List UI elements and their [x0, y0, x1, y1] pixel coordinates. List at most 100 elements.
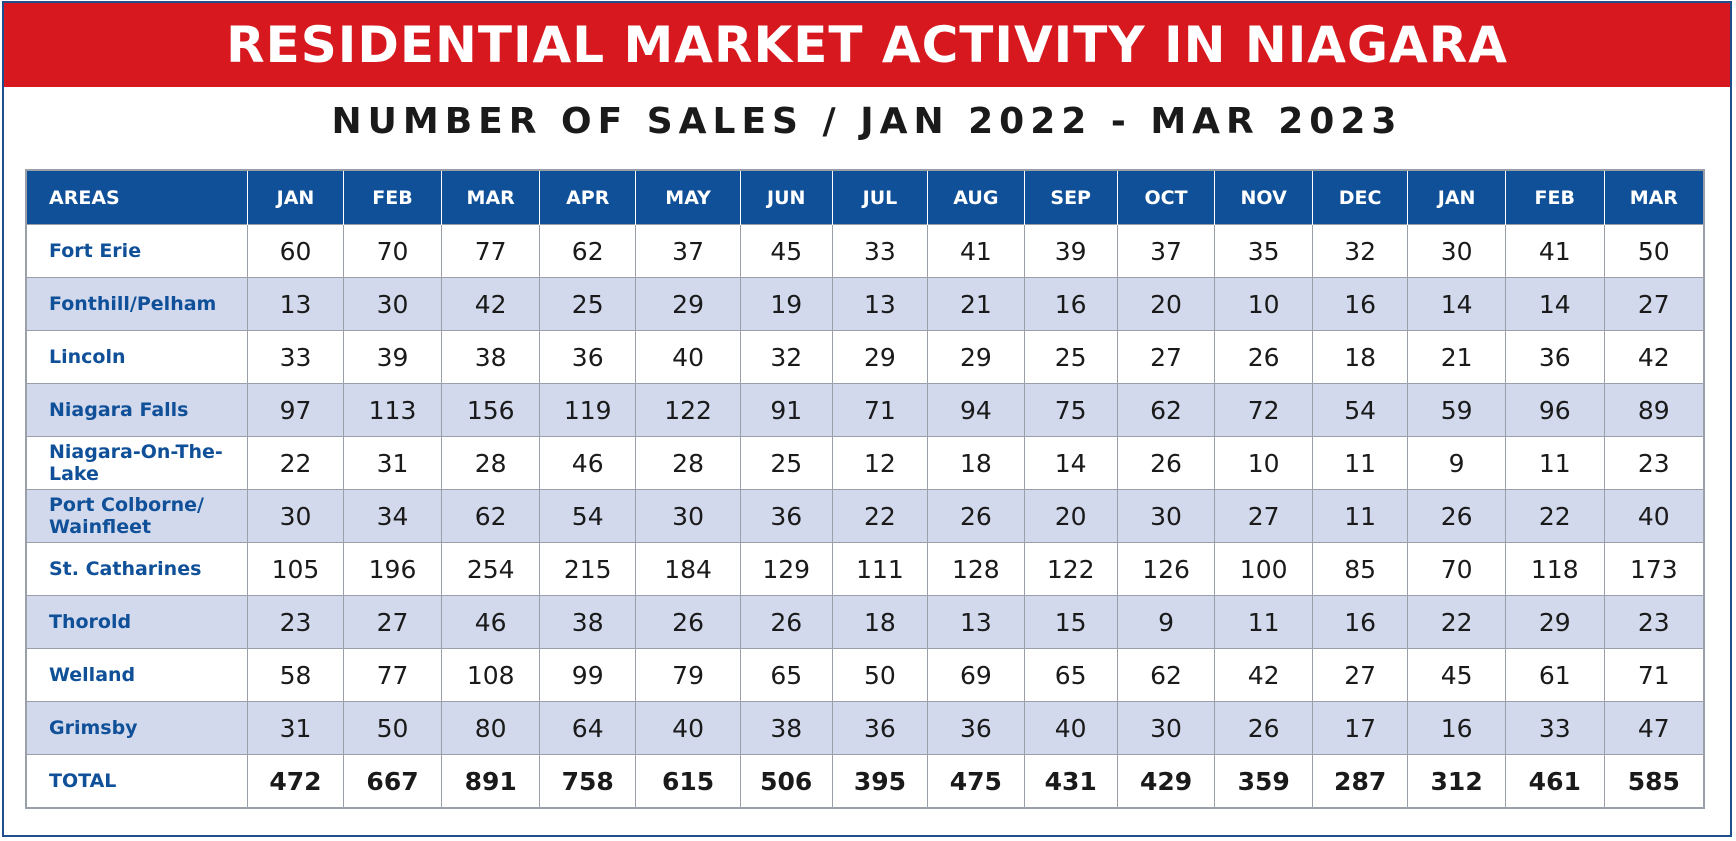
- sales-cell: 97: [247, 383, 344, 437]
- sales-cell: 50: [831, 648, 929, 702]
- sales-cell: 99: [538, 648, 637, 702]
- sales-cell: 15: [1023, 595, 1118, 649]
- sales-cell: 70: [342, 224, 443, 278]
- sales-cell: 46: [441, 595, 540, 649]
- column-header-month: MAY: [635, 170, 741, 225]
- sales-cell: 27: [1214, 489, 1313, 543]
- table-row: Niagara Falls 97 113 156 119 122 91 71 94 75 62 72 5…: [25, 383, 1705, 437]
- sales-cell: 65: [1023, 648, 1118, 702]
- table-row: Lincoln 33 39 38 36 40 32 29 29 25 27 26 18 21 36 42: [25, 330, 1705, 384]
- sales-cell: 16: [1023, 277, 1118, 331]
- total-cell: 431: [1023, 754, 1118, 809]
- sales-cell: 196: [342, 542, 443, 596]
- sales-cell: 25: [1023, 330, 1118, 384]
- sales-cell: 26: [927, 489, 1025, 543]
- sales-cell: 12: [831, 436, 929, 490]
- sales-cell: 36: [927, 701, 1025, 755]
- row-label-area: Thorold: [25, 595, 249, 649]
- sales-cell: 26: [1116, 436, 1216, 490]
- sales-cell: 27: [1116, 330, 1216, 384]
- sales-cell: 36: [538, 330, 637, 384]
- total-cell: 395: [831, 754, 929, 809]
- sales-cell: 60: [247, 224, 344, 278]
- sales-cell: 27: [1311, 648, 1409, 702]
- sales-cell: 108: [441, 648, 540, 702]
- table-row: Niagara-On-The-Lake 22 31 28 46 28 25 12 18 14 26 1…: [25, 436, 1705, 490]
- sales-cell: 65: [739, 648, 833, 702]
- page-title: RESIDENTIAL MARKET ACTIVITY IN NIAGARA: [4, 3, 1730, 87]
- sales-cell: 64: [538, 701, 637, 755]
- sales-cell: 71: [1603, 648, 1705, 702]
- sales-cell: 215: [538, 542, 637, 596]
- sales-cell: 22: [247, 436, 344, 490]
- sales-cell: 16: [1311, 595, 1409, 649]
- sales-cell: 36: [831, 701, 929, 755]
- sales-cell: 33: [1504, 701, 1605, 755]
- sales-cell: 39: [342, 330, 443, 384]
- sales-cell: 54: [1311, 383, 1409, 437]
- sales-cell: 26: [1214, 701, 1313, 755]
- sales-cell: 45: [1407, 648, 1506, 702]
- sales-cell: 21: [927, 277, 1025, 331]
- sales-cell: 19: [739, 277, 833, 331]
- sales-cell: 11: [1311, 436, 1409, 490]
- sales-cell: 23: [1603, 436, 1705, 490]
- sales-cell: 54: [538, 489, 637, 543]
- sales-cell: 33: [831, 224, 929, 278]
- sales-cell: 42: [1603, 330, 1705, 384]
- total-cell: 287: [1311, 754, 1409, 809]
- sales-table: AREAS JAN FEB MAR APR MAY JUN JUL AUG SEP OCT NOV D…: [25, 169, 1705, 809]
- sales-cell: 38: [538, 595, 637, 649]
- sales-cell: 126: [1116, 542, 1216, 596]
- sales-cell: 18: [927, 436, 1025, 490]
- sales-cell: 29: [831, 330, 929, 384]
- column-header-month: NOV: [1214, 170, 1313, 225]
- total-cell: 312: [1407, 754, 1506, 809]
- sales-cell: 16: [1311, 277, 1409, 331]
- sales-cell: 14: [1407, 277, 1506, 331]
- sales-cell: 26: [1214, 330, 1313, 384]
- sales-cell: 18: [1311, 330, 1409, 384]
- sales-cell: 70: [1407, 542, 1506, 596]
- total-cell: 615: [635, 754, 741, 809]
- sales-cell: 46: [538, 436, 637, 490]
- sales-cell: 35: [1214, 224, 1313, 278]
- sales-cell: 40: [1603, 489, 1705, 543]
- sales-cell: 30: [1407, 224, 1506, 278]
- column-header-month: MAR: [441, 170, 540, 225]
- sales-cell: 14: [1023, 436, 1118, 490]
- sales-cell: 61: [1504, 648, 1605, 702]
- sales-cell: 34: [342, 489, 443, 543]
- sales-cell: 42: [1214, 648, 1313, 702]
- column-header-month: APR: [539, 170, 637, 225]
- sales-cell: 29: [1504, 595, 1605, 649]
- sales-cell: 41: [927, 224, 1025, 278]
- sales-cell: 16: [1407, 701, 1506, 755]
- sales-cell: 79: [635, 648, 741, 702]
- sales-cell: 22: [831, 489, 929, 543]
- sales-cell: 128: [927, 542, 1025, 596]
- sales-cell: 37: [635, 224, 741, 278]
- sales-cell: 75: [1023, 383, 1118, 437]
- total-cell: 585: [1603, 754, 1705, 809]
- sales-cell: 25: [739, 436, 833, 490]
- total-cell: 667: [342, 754, 443, 809]
- sales-cell: 23: [1603, 595, 1705, 649]
- column-header-month: AUG: [927, 170, 1025, 225]
- sales-cell: 31: [247, 701, 344, 755]
- sales-cell: 9: [1407, 436, 1506, 490]
- sales-cell: 17: [1311, 701, 1409, 755]
- column-header-month: JAN: [247, 170, 344, 225]
- sales-cell: 71: [831, 383, 929, 437]
- sales-cell: 105: [247, 542, 344, 596]
- sales-cell: 118: [1504, 542, 1605, 596]
- table-row: Fonthill/Pelham 13 30 42 25 29 19 13 21 16 20 10 16 1…: [25, 277, 1705, 331]
- column-header-month: JUL: [832, 170, 929, 225]
- sales-cell: 77: [342, 648, 443, 702]
- sales-cell: 29: [635, 277, 741, 331]
- column-header-month: JAN: [1407, 170, 1506, 225]
- row-label-area: Welland: [25, 648, 249, 702]
- table-body: Fort Erie 60 70 77 62 37 45 33 41 39 37 35 32 30 41 50 F…: [25, 224, 1705, 809]
- sales-cell: 26: [635, 595, 741, 649]
- sales-cell: 33: [247, 330, 344, 384]
